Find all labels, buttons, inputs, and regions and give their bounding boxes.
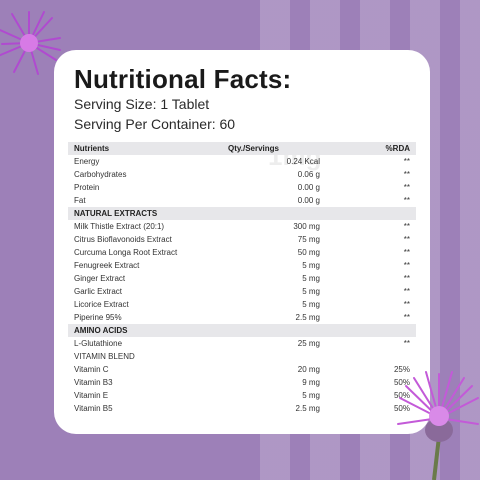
nutrient-qty: 25 mg <box>297 339 320 348</box>
vitamin-blend-label-row: VITAMIN BLEND <box>68 350 416 363</box>
nutrient-name: Milk Thistle Extract (20:1) <box>74 222 165 231</box>
section-label: VITAMIN BLEND <box>74 352 135 361</box>
nutrient-name: Curcuma Longa Root Extract <box>74 248 178 257</box>
serving-size: Serving Size: 1 Tablet <box>74 96 210 112</box>
nutrient-qty: 0.00 g <box>297 183 320 192</box>
table-row: Vitamin B5 2.5 mg 50% <box>68 402 416 415</box>
nutrient-name: Energy <box>74 157 100 166</box>
nutrient-rda: ** <box>403 274 410 283</box>
nutrient-name: Vitamin B3 <box>74 378 113 387</box>
nutrient-name: Licorice Extract <box>74 300 129 309</box>
nutrient-rda: 50% <box>393 391 410 400</box>
nutrient-name: Carbohydrates <box>74 170 127 179</box>
section-amino-acids: AMINO ACIDS <box>68 324 416 337</box>
nutrient-qty: 0.24 Kcal <box>286 157 320 166</box>
header-qty: Qty./Servings <box>228 144 279 153</box>
page-title: Nutritional Facts: <box>74 64 292 94</box>
table-row: Curcuma Longa Root Extract 50 mg ** <box>68 246 416 259</box>
nutrient-rda: ** <box>403 248 410 257</box>
table-row: Fenugreek Extract 5 mg ** <box>68 259 416 272</box>
nutrient-qty: 5 mg <box>302 300 320 309</box>
nutrient-qty: 20 mg <box>297 365 320 374</box>
nutrient-rda: ** <box>403 222 410 231</box>
nutrient-rda: ** <box>403 300 410 309</box>
nutrient-name: L-Glutathione <box>74 339 123 348</box>
nutrient-rda: 50% <box>393 404 410 413</box>
nutrient-rda: ** <box>403 339 410 348</box>
nutrient-rda: ** <box>403 196 410 205</box>
table-row: Piperine 95% 2.5 mg ** <box>68 311 416 324</box>
table-row: Fat 0.00 g ** <box>68 194 416 207</box>
table-row: Garlic Extract 5 mg ** <box>68 285 416 298</box>
nutrient-name: Garlic Extract <box>74 287 123 296</box>
nutrient-rda: ** <box>403 157 410 166</box>
nutrient-name: Piperine 95% <box>74 313 122 322</box>
table-row: Vitamin C 20 mg 25% <box>68 363 416 376</box>
table-row: Protein 0.00 g ** <box>68 181 416 194</box>
nutrient-name: Protein <box>74 183 100 192</box>
nutrient-qty: 5 mg <box>302 287 320 296</box>
nutrition-table: Nutrients Qty./Servings %RDA Energy 0.24 … <box>68 142 416 415</box>
section-label: NATURAL EXTRACTS <box>74 209 158 218</box>
header-nutrients: Nutrients <box>74 144 110 153</box>
thistle-flower-bottom-right <box>397 371 479 480</box>
nutrient-name: Fenugreek Extract <box>74 261 140 270</box>
nutrient-rda: ** <box>403 183 410 192</box>
nutrient-qty: 2.5 mg <box>295 313 320 322</box>
nutrient-rda: ** <box>403 287 410 296</box>
nutrient-rda: ** <box>403 261 410 270</box>
table-row: Citrus Bioflavonoids Extract 75 mg ** <box>68 233 416 246</box>
table-row: Milk Thistle Extract (20:1) 300 mg ** <box>68 220 416 233</box>
serving-per-container: Serving Per Container: 60 <box>74 116 236 132</box>
nutrient-rda: ** <box>403 235 410 244</box>
header-rda: %RDA <box>385 144 410 153</box>
table-row: Energy 0.24 Kcal ** <box>68 155 416 168</box>
table-row: Licorice Extract 5 mg ** <box>68 298 416 311</box>
nutrient-name: Fat <box>74 196 86 205</box>
nutrient-qty: 0.00 g <box>297 196 320 205</box>
table-row: Ginger Extract 5 mg ** <box>68 272 416 285</box>
nutrient-rda: 25% <box>393 365 410 374</box>
section-natural-extracts: NATURAL EXTRACTS <box>68 207 416 220</box>
nutrient-qty: 5 mg <box>302 274 320 283</box>
nutrient-name: Vitamin C <box>74 365 109 374</box>
table-row: L-Glutathione 25 mg ** <box>68 337 416 350</box>
thistle-flower-top-left <box>0 11 61 75</box>
table-row: Vitamin E 5 mg 50% <box>68 389 416 402</box>
nutrient-name: Ginger Extract <box>74 274 126 283</box>
nutrient-qty: 2.5 mg <box>295 404 320 413</box>
nutrient-rda: 50% <box>393 378 410 387</box>
nutrient-name: Citrus Bioflavonoids Extract <box>74 235 172 244</box>
table-header: Nutrients Qty./Servings %RDA <box>68 142 416 155</box>
nutrient-rda: ** <box>403 170 410 179</box>
nutrition-card: Nutritional Facts: Serving Size: 1 Table… <box>54 50 430 434</box>
nutrient-name: Vitamin B5 <box>74 404 113 413</box>
nutrient-rda: ** <box>403 313 410 322</box>
nutrient-qty: 50 mg <box>297 248 320 257</box>
nutrient-qty: 300 mg <box>293 222 320 231</box>
table-row: Vitamin B3 9 mg 50% <box>68 376 416 389</box>
nutrient-qty: 75 mg <box>297 235 320 244</box>
table-row: Carbohydrates 0.06 g ** <box>68 168 416 181</box>
nutrient-qty: 0.06 g <box>297 170 320 179</box>
nutrient-qty: 5 mg <box>302 261 320 270</box>
nutrient-qty: 9 mg <box>302 378 320 387</box>
nutrient-name: Vitamin E <box>74 391 109 400</box>
nutrient-qty: 5 mg <box>302 391 320 400</box>
section-label: AMINO ACIDS <box>74 326 128 335</box>
